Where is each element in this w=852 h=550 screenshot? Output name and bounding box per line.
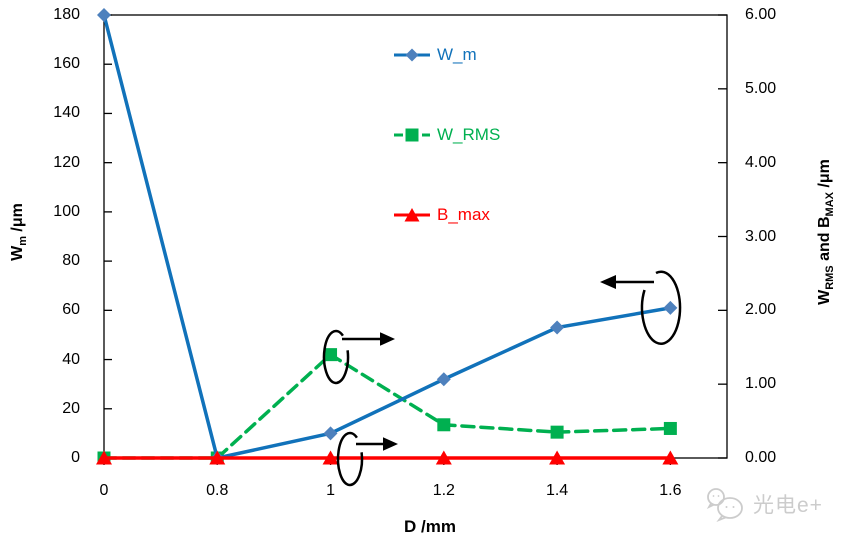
tick-label: 0.00 [745, 449, 777, 466]
tick-label: 80 [62, 252, 80, 270]
marker-triangle-B_max [322, 450, 339, 465]
marker-square-W_RMS [663, 421, 677, 435]
tick-label: 1 [326, 482, 335, 499]
axis-title-text: /μm [815, 159, 833, 192]
right-axis-title: WRMS and BMAX /μm [816, 159, 836, 305]
watermark: 光电e+ [704, 486, 823, 522]
tick-label: 180 [53, 6, 80, 23]
axis-title-subscript: MAX [824, 192, 837, 217]
axis-title-text: D /mm [404, 517, 456, 536]
tick-label: 40 [62, 350, 80, 368]
wm-left-axis-arrow [600, 270, 682, 345]
legend-item-wm: W_m [392, 45, 477, 65]
tick-label: 100 [53, 202, 80, 220]
tick-label: 120 [53, 153, 80, 171]
marker-square-W_RMS [437, 418, 451, 432]
marker-square-W_RMS [324, 348, 338, 362]
tick-label: 1.6 [659, 482, 682, 499]
marker-diamond-W_m [550, 320, 565, 335]
tick-label: 160 [53, 55, 80, 73]
tick-label: 1.4 [545, 482, 569, 499]
bmax-right-axis-arrow [336, 431, 398, 487]
tick-label: 1.00 [745, 375, 777, 393]
legend-marker-triangle [394, 208, 430, 222]
tick-label: 0 [99, 482, 109, 499]
marker-diamond-W_m [323, 426, 338, 441]
axis-title-text: and B [815, 216, 833, 266]
left-axis-title: Wm /μm [9, 203, 29, 261]
legend-item-wrms: W_RMS [392, 125, 500, 145]
marker-square-W_RMS [550, 425, 564, 439]
marker-diamond-W_m [97, 8, 111, 22]
legend-label: W_m [437, 45, 477, 64]
tick-label: 0.8 [206, 482, 229, 499]
marker-triangle-B_max [209, 450, 226, 465]
legend-marker-square [394, 128, 430, 142]
axis-title-text: W [815, 289, 833, 305]
tick-label: 5.00 [745, 79, 777, 97]
marker-triangle-B_max [662, 450, 679, 465]
tick-label: 60 [62, 301, 80, 319]
marker-triangle-B_max [96, 450, 112, 465]
tick-label: 3.00 [745, 227, 777, 245]
tick-label: 4.00 [745, 153, 777, 171]
x-axis-title: D /mm [404, 517, 456, 537]
tick-label: 2.00 [745, 301, 777, 319]
tick-label: 140 [53, 104, 80, 122]
legend-marker-diamond [394, 48, 430, 62]
tick-label: 0 [71, 449, 80, 466]
axis-indicator-arrows [322, 270, 682, 487]
tick-label: 6.00 [745, 6, 777, 23]
marker-triangle-B_max [549, 450, 566, 465]
marker-triangle-B_max [435, 450, 452, 465]
marker-diamond-W_m [663, 300, 678, 315]
tick-label: 1.2 [432, 482, 455, 499]
legend-item-bmax: B_max [392, 205, 490, 225]
watermark-text: 光电e+ [753, 494, 823, 517]
axis-title-text: /μm [8, 203, 26, 237]
legend-label: B_max [437, 205, 490, 224]
chat-bubbles-logo-icon [706, 488, 743, 522]
axis-title-subscript: m [17, 236, 30, 246]
wrms-right-axis-arrow [322, 329, 395, 385]
legend-label: W_RMS [437, 125, 501, 144]
axis-title-text: W [8, 245, 26, 261]
tick-label: 20 [62, 399, 80, 417]
series-line-W_m [102, 13, 673, 461]
marker-diamond-W_m [436, 372, 451, 387]
axis-title-subscript: RMS [824, 265, 837, 290]
